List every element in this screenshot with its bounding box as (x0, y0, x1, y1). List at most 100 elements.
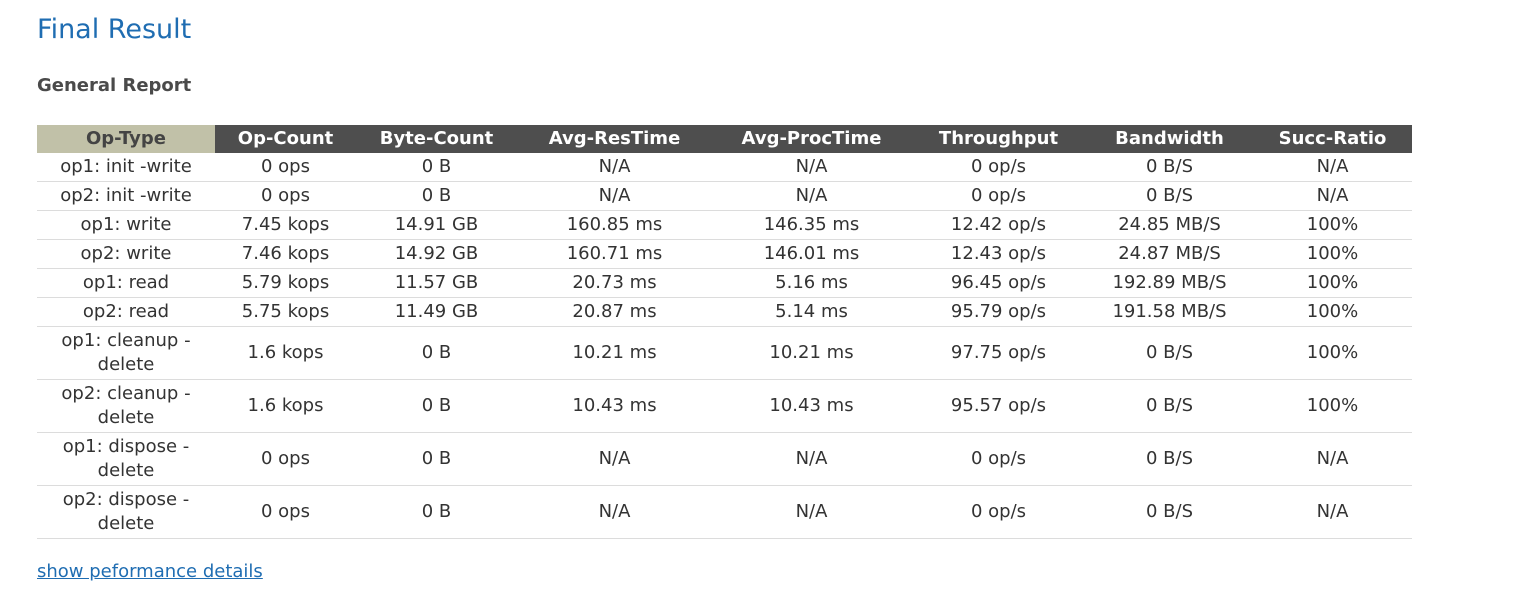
avg-proctime-cell: 10.21 ms (712, 326, 911, 380)
op-count-cell: 7.45 kops (215, 210, 356, 240)
column-header-succ-ratio: Succ-Ratio (1253, 125, 1412, 153)
op-count-cell: 1.6 kops (215, 379, 356, 433)
op-count-cell: 1.6 kops (215, 326, 356, 380)
avg-proctime-cell: 5.16 ms (712, 268, 911, 298)
table-row: op1: write 7.45 kops 14.91 GB 160.85 ms 146.… (37, 210, 1412, 240)
bandwidth-cell: 0 B/S (1086, 485, 1253, 539)
succ-ratio-cell: N/A (1253, 181, 1412, 211)
table-row: op1: init -write 0 ops 0 B N/A N/A 0 op/s 0 B/… (37, 153, 1412, 182)
table-row: op1: cleanup -delete 1.6 kops 0 B 10.21 ms 1… (37, 326, 1412, 380)
avg-restime-cell: 10.21 ms (517, 326, 712, 380)
avg-restime-cell: N/A (517, 153, 712, 182)
bandwidth-cell: 0 B/S (1086, 326, 1253, 380)
op-type-cell: op1: cleanup -delete (37, 326, 215, 380)
succ-ratio-cell: 100% (1253, 326, 1412, 380)
succ-ratio-cell: 100% (1253, 268, 1412, 298)
column-header-avg-proctime: Avg-ProcTime (712, 125, 911, 153)
table-row: op1: read 5.79 kops 11.57 GB 20.73 ms 5.16 m… (37, 268, 1412, 298)
avg-proctime-cell: 5.14 ms (712, 297, 911, 327)
bandwidth-cell: 0 B/S (1086, 153, 1253, 182)
throughput-cell: 0 op/s (911, 485, 1086, 539)
bandwidth-cell: 0 B/S (1086, 379, 1253, 433)
avg-proctime-cell: 146.35 ms (712, 210, 911, 240)
op-count-cell: 0 ops (215, 485, 356, 539)
succ-ratio-cell: 100% (1253, 297, 1412, 327)
byte-count-cell: 11.49 GB (356, 297, 517, 327)
bandwidth-cell: 191.58 MB/S (1086, 297, 1253, 327)
avg-restime-cell: 160.71 ms (517, 239, 712, 269)
op-type-cell: op2: cleanup -delete (37, 379, 215, 433)
table-row: op2: read 5.75 kops 11.49 GB 20.87 ms 5.14 m… (37, 297, 1412, 327)
op-type-cell: op1: read (37, 268, 215, 298)
column-header-avg-restime: Avg-ResTime (517, 125, 712, 153)
op-count-cell: 0 ops (215, 432, 356, 486)
op-count-cell: 5.75 kops (215, 297, 356, 327)
op-type-cell: op2: dispose -delete (37, 485, 215, 539)
avg-restime-cell: 160.85 ms (517, 210, 712, 240)
throughput-cell: 0 op/s (911, 153, 1086, 182)
byte-count-cell: 14.91 GB (356, 210, 517, 240)
succ-ratio-cell: 100% (1253, 239, 1412, 269)
avg-restime-cell: 10.43 ms (517, 379, 712, 433)
avg-proctime-cell: N/A (712, 153, 911, 182)
avg-restime-cell: 20.73 ms (517, 268, 712, 298)
succ-ratio-cell: N/A (1253, 153, 1412, 182)
byte-count-cell: 0 B (356, 181, 517, 211)
column-header-op-count: Op-Count (215, 125, 356, 153)
avg-proctime-cell: 146.01 ms (712, 239, 911, 269)
table-row: op2: cleanup -delete 1.6 kops 0 B 10.43 ms 1… (37, 379, 1412, 433)
column-header-op-type: Op-Type (37, 125, 215, 153)
bandwidth-cell: 24.85 MB/S (1086, 210, 1253, 240)
avg-proctime-cell: N/A (712, 181, 911, 211)
table-row: op2: dispose -delete 0 ops 0 B N/A N/A 0 op/s… (37, 485, 1412, 539)
op-type-cell: op1: dispose -delete (37, 432, 215, 486)
op-type-cell: op1: init -write (37, 153, 215, 182)
avg-proctime-cell: N/A (712, 485, 911, 539)
show-performance-details-link[interactable]: show peformance details (37, 561, 263, 582)
section-title: General Report (37, 75, 192, 96)
table-header-row: Op-Type Op-Count Byte-Count Avg-ResTime … (37, 125, 1412, 153)
avg-restime-cell: N/A (517, 181, 712, 211)
byte-count-cell: 0 B (356, 326, 517, 380)
avg-proctime-cell: 10.43 ms (712, 379, 911, 433)
table-row: op2: init -write 0 ops 0 B N/A N/A 0 op/s 0 B/… (37, 181, 1412, 211)
avg-restime-cell: N/A (517, 485, 712, 539)
page-title: Final Result (37, 14, 192, 45)
bandwidth-cell: 0 B/S (1086, 432, 1253, 486)
avg-restime-cell: N/A (517, 432, 712, 486)
throughput-cell: 12.42 op/s (911, 210, 1086, 240)
byte-count-cell: 14.92 GB (356, 239, 517, 269)
succ-ratio-cell: N/A (1253, 485, 1412, 539)
byte-count-cell: 0 B (356, 153, 517, 182)
throughput-cell: 96.45 op/s (911, 268, 1086, 298)
byte-count-cell: 0 B (356, 379, 517, 433)
byte-count-cell: 0 B (356, 432, 517, 486)
bandwidth-cell: 0 B/S (1086, 181, 1253, 211)
bandwidth-cell: 192.89 MB/S (1086, 268, 1253, 298)
op-type-cell: op2: read (37, 297, 215, 327)
bandwidth-cell: 24.87 MB/S (1086, 239, 1253, 269)
throughput-cell: 95.79 op/s (911, 297, 1086, 327)
op-count-cell: 7.46 kops (215, 239, 356, 269)
byte-count-cell: 0 B (356, 485, 517, 539)
op-count-cell: 0 ops (215, 153, 356, 182)
succ-ratio-cell: N/A (1253, 432, 1412, 486)
byte-count-cell: 11.57 GB (356, 268, 517, 298)
throughput-cell: 0 op/s (911, 181, 1086, 211)
throughput-cell: 95.57 op/s (911, 379, 1086, 433)
throughput-cell: 0 op/s (911, 432, 1086, 486)
table-row: op2: write 7.46 kops 14.92 GB 160.71 ms 146.… (37, 239, 1412, 269)
throughput-cell: 97.75 op/s (911, 326, 1086, 380)
avg-restime-cell: 20.87 ms (517, 297, 712, 327)
throughput-cell: 12.43 op/s (911, 239, 1086, 269)
op-type-cell: op1: write (37, 210, 215, 240)
succ-ratio-cell: 100% (1253, 379, 1412, 433)
column-header-throughput: Throughput (911, 125, 1086, 153)
column-header-bandwidth: Bandwidth (1086, 125, 1253, 153)
op-type-cell: op2: init -write (37, 181, 215, 211)
op-count-cell: 5.79 kops (215, 268, 356, 298)
table-row: op1: dispose -delete 0 ops 0 B N/A N/A 0 op/s… (37, 432, 1412, 486)
general-report-table: Op-Type Op-Count Byte-Count Avg-ResTime … (37, 125, 1412, 539)
succ-ratio-cell: 100% (1253, 210, 1412, 240)
column-header-byte-count: Byte-Count (356, 125, 517, 153)
